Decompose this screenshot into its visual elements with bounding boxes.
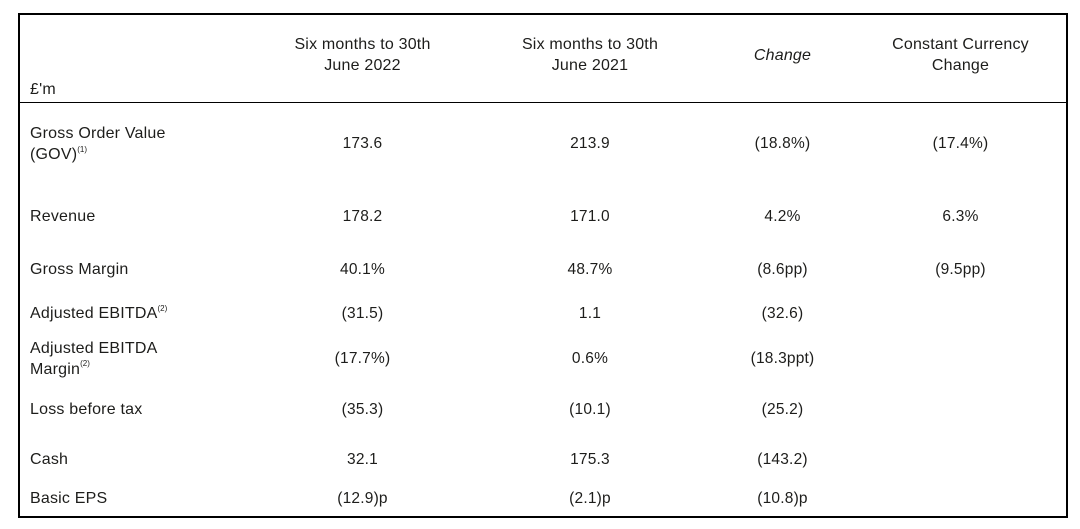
cell-2022: 178.2 (342, 207, 383, 225)
row-gross-order-value: Gross Order Value (GOV)(1) 173.6 213.9 (… (20, 103, 1066, 186)
cell-constant-currency-change (855, 382, 1066, 438)
row-label: Cash (30, 451, 69, 468)
cell-2022: (31.5) (17.7%) (334, 304, 391, 367)
row-label: Basic EPS (30, 490, 108, 508)
financial-results-table: £'m Six months to 30th June 2022 Six mon… (18, 13, 1068, 518)
cell-change: (10.8)p (757, 489, 808, 507)
cell-2021: 1.1 0.6% (571, 304, 609, 367)
cell-2021: (10.1) (569, 400, 611, 418)
unit-label: £'m (30, 80, 56, 98)
footnote-marker: (1) (77, 144, 87, 154)
row-label-line1: Gross Order Value (30, 125, 166, 142)
row-adjusted-ebitda: Adjusted EBITDA(2) Adjusted EBITDA Margi… (20, 292, 1066, 382)
cell-2021: (2.1)p (569, 489, 611, 507)
cell-change: (25.2) (761, 400, 804, 418)
row-loss-before-tax: Loss before tax (35.3) (10.1) (25.2) (20, 382, 1066, 438)
cell-2022: 32.1 (347, 450, 378, 468)
header-col-2021: Six months to 30th June 2021 (470, 15, 710, 102)
row-label-line2: (GOV)(1) (30, 144, 87, 163)
cell-constant-currency-change: (17.4%) (932, 135, 989, 152)
row-revenue: Revenue 178.2 171.0 4.2% 6.3% (20, 186, 1066, 248)
cell-constant-currency-change: 6.3% (942, 207, 979, 225)
header-col-2021-label: Six months to 30th June 2021 (521, 36, 659, 75)
cell-constant-currency-change (855, 482, 1066, 517)
table-header-row: £'m Six months to 30th June 2022 Six mon… (20, 15, 1066, 103)
header-col-change-label: Change (753, 46, 812, 64)
footnote-marker: (2) (80, 359, 90, 369)
cell-change: (143.2) (757, 450, 808, 468)
header-col-2022: Six months to 30th June 2022 (255, 15, 470, 102)
cell-2022: 173.6 (342, 135, 383, 152)
cell-change: (8.6pp) (757, 260, 808, 278)
row-label: Revenue (30, 208, 96, 225)
row-label: Adjusted EBITDA(2) Adjusted EBITDA Margi… (20, 292, 255, 382)
cell-2022: 40.1% (340, 260, 385, 278)
cell-constant-currency-change: (9.5pp) (935, 260, 986, 278)
cell-constant-currency-change (855, 438, 1066, 482)
header-col-constant-currency-label: Constant Currency Change (892, 36, 1029, 75)
row-cash: Cash 32.1 175.3 (143.2) (20, 438, 1066, 482)
header-col-2022-label: Six months to 30th June 2022 (294, 36, 431, 75)
cell-change: 4.2% (764, 207, 801, 225)
cell-2022: (35.3) (341, 400, 384, 418)
row-label: Loss before tax (30, 401, 143, 418)
header-col-change: Change (710, 15, 855, 102)
row-label: Gross Margin (30, 261, 129, 278)
row-basic-eps: Basic EPS (12.9)p (2.1)p (10.8)p (20, 482, 1066, 517)
cell-2021: 213.9 (570, 135, 610, 152)
cell-2022: (12.9)p (337, 489, 388, 507)
cell-2021: 175.3 (570, 450, 610, 468)
cell-change: (18.8%) (754, 135, 811, 152)
row-label: Gross Order Value (GOV)(1) (20, 103, 255, 186)
cell-change: (32.6) (18.3ppt) (750, 304, 815, 367)
cell-constant-currency-change (855, 292, 1066, 382)
cell-2021: 171.0 (570, 207, 610, 225)
label-adjusted-ebitda: Adjusted EBITDA(2) (30, 303, 168, 322)
cell-2021: 48.7% (567, 260, 613, 278)
footnote-marker: (2) (157, 303, 168, 313)
label-adjusted-ebitda-margin: Adjusted EBITDA Margin(2) (30, 339, 157, 378)
row-gross-margin: Gross Margin 40.1% 48.7% (8.6pp) (9.5pp) (20, 248, 1066, 292)
header-col-constant-currency: Constant Currency Change (855, 15, 1066, 102)
